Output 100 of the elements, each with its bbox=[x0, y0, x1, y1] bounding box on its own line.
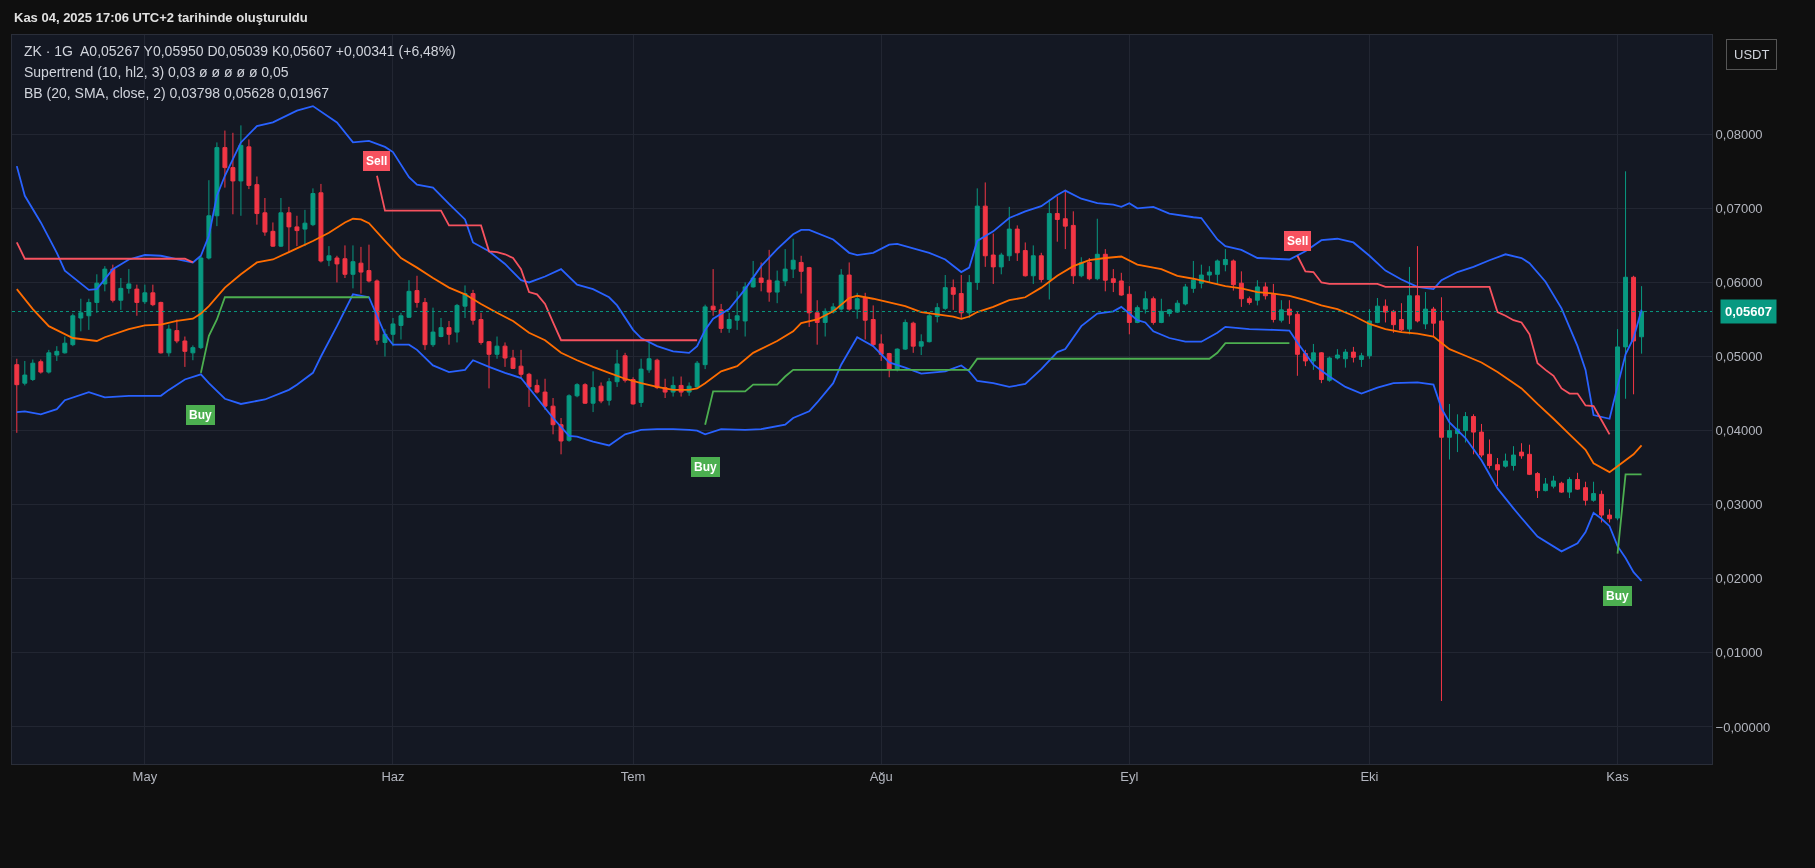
candlestick bbox=[318, 183, 324, 263]
candlestick bbox=[502, 341, 508, 368]
candlestick bbox=[174, 318, 180, 344]
y-tick-label: 0,04000 bbox=[1715, 423, 1763, 439]
candlestick bbox=[470, 289, 476, 326]
candlestick bbox=[894, 347, 900, 372]
candlestick bbox=[950, 278, 956, 311]
x-tick-label: May bbox=[132, 768, 158, 784]
x-tick-label: Eki bbox=[1360, 768, 1379, 784]
candlestick bbox=[142, 284, 148, 305]
y-axis-title: USDT bbox=[1734, 47, 1770, 62]
candlestick bbox=[614, 349, 620, 388]
candlestick bbox=[1583, 481, 1588, 506]
candlestick bbox=[1190, 260, 1196, 294]
candlestick bbox=[534, 379, 540, 395]
candlestick bbox=[598, 381, 604, 404]
x-tick-label: Ağu bbox=[869, 768, 893, 784]
candlestick bbox=[62, 336, 68, 355]
candlestick bbox=[1358, 352, 1364, 368]
candlestick bbox=[1415, 245, 1420, 323]
candlestick bbox=[774, 270, 780, 304]
candlestick bbox=[1182, 283, 1188, 306]
candlestick bbox=[1326, 356, 1332, 383]
annotation: Buy bbox=[694, 460, 717, 474]
candlestick bbox=[390, 317, 396, 347]
candlestick bbox=[1230, 258, 1236, 292]
candlestick bbox=[1487, 439, 1492, 469]
candlestick bbox=[1382, 298, 1388, 323]
candlestick bbox=[1439, 296, 1444, 702]
candlestick bbox=[478, 312, 484, 346]
candlestick bbox=[958, 274, 964, 320]
y-tick-label: 0,05000 bbox=[1715, 349, 1763, 365]
candlestick bbox=[1006, 206, 1012, 262]
candlestick bbox=[1567, 476, 1572, 499]
candlestick bbox=[1102, 248, 1108, 292]
candlestick bbox=[590, 370, 596, 413]
candlestick bbox=[1543, 477, 1548, 492]
candlestick bbox=[230, 132, 236, 215]
candlestick bbox=[366, 244, 372, 283]
candlestick bbox=[310, 187, 316, 227]
candlestick bbox=[638, 358, 644, 408]
candlestick bbox=[1310, 343, 1316, 371]
candlestick bbox=[1519, 442, 1524, 460]
x-tick-label: Tem bbox=[620, 768, 646, 784]
candlestick bbox=[1022, 241, 1028, 278]
candlestick bbox=[846, 261, 852, 312]
candlestick bbox=[574, 382, 580, 398]
candlestick bbox=[1294, 310, 1300, 377]
candlestick bbox=[790, 238, 796, 279]
line-series bbox=[15, 105, 1643, 420]
candlestick bbox=[782, 248, 788, 287]
candlestick bbox=[798, 255, 804, 295]
candlestick bbox=[1334, 348, 1340, 359]
candlestick bbox=[1270, 283, 1276, 323]
candlestick bbox=[350, 244, 356, 289]
candlestick bbox=[1318, 351, 1324, 384]
candlestick bbox=[1463, 411, 1468, 443]
candlestick bbox=[1070, 210, 1076, 285]
candlestick bbox=[1342, 348, 1348, 369]
candlestick bbox=[510, 349, 516, 370]
candlestick bbox=[1551, 475, 1556, 489]
candlestick bbox=[14, 358, 20, 434]
candlestick bbox=[254, 176, 260, 226]
candlestick bbox=[766, 249, 772, 303]
candlestick bbox=[1118, 272, 1124, 297]
y-tick-label: 0,01000 bbox=[1715, 645, 1763, 661]
candlestick bbox=[870, 304, 876, 347]
candlestick bbox=[1631, 275, 1637, 395]
candlestick bbox=[326, 245, 332, 267]
candlestick bbox=[1214, 258, 1220, 285]
candlestick bbox=[902, 318, 908, 351]
candlestick bbox=[422, 297, 428, 351]
candlestick bbox=[222, 130, 228, 189]
candlestick bbox=[1390, 309, 1396, 334]
candlestick bbox=[238, 124, 244, 217]
candlestick bbox=[1447, 403, 1452, 461]
annotation: Supertrend (10, hl2, 3) 0,03 ø ø ø ø ø 0,05 bbox=[24, 64, 289, 80]
candlestick bbox=[1591, 481, 1597, 503]
candlestick bbox=[1503, 453, 1508, 469]
candlestick bbox=[54, 345, 60, 362]
candlestick bbox=[1030, 244, 1036, 285]
candlestick bbox=[342, 244, 348, 279]
candlestick bbox=[134, 284, 140, 317]
candlestick bbox=[446, 320, 452, 346]
candlestick bbox=[126, 268, 132, 295]
annotation: Buy bbox=[1606, 589, 1629, 603]
y-tick-label: 0,02000 bbox=[1715, 571, 1763, 587]
candlestick bbox=[1206, 265, 1212, 283]
candlestick bbox=[606, 377, 612, 406]
candlestick bbox=[334, 255, 340, 283]
candlestick bbox=[526, 372, 532, 408]
candlestick bbox=[582, 382, 588, 405]
candlestick bbox=[1238, 270, 1244, 308]
candlestick bbox=[1094, 218, 1100, 281]
candlestick bbox=[286, 206, 292, 254]
candlestick bbox=[1350, 346, 1356, 363]
candlestick bbox=[710, 268, 716, 317]
candlestick bbox=[22, 360, 28, 386]
candlestick bbox=[1511, 445, 1516, 472]
candlestick bbox=[806, 266, 812, 328]
